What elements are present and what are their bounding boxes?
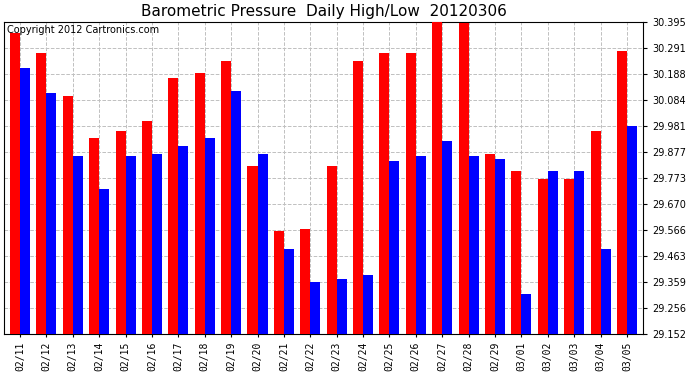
Bar — [485, 153, 495, 334]
Bar — [248, 166, 257, 334]
Bar — [406, 53, 416, 334]
Bar — [274, 231, 284, 334]
Bar — [380, 53, 389, 334]
Bar — [99, 189, 109, 334]
Bar — [300, 229, 310, 334]
Bar — [72, 156, 83, 334]
Bar — [89, 138, 99, 334]
Bar — [284, 249, 294, 334]
Bar — [126, 156, 136, 334]
Bar — [522, 294, 531, 334]
Bar — [511, 171, 522, 334]
Bar — [37, 53, 46, 334]
Bar — [538, 178, 548, 334]
Bar — [152, 153, 162, 334]
Text: Copyright 2012 Cartronics.com: Copyright 2012 Cartronics.com — [8, 25, 159, 35]
Title: Barometric Pressure  Daily High/Low  20120306: Barometric Pressure Daily High/Low 20120… — [141, 4, 506, 19]
Bar — [46, 93, 57, 334]
Bar — [168, 78, 178, 334]
Bar — [432, 22, 442, 334]
Bar — [416, 156, 426, 334]
Bar — [221, 61, 231, 334]
Bar — [10, 33, 20, 334]
Bar — [469, 156, 479, 334]
Bar — [326, 166, 337, 334]
Bar — [574, 171, 584, 334]
Bar — [564, 178, 574, 334]
Bar — [600, 249, 611, 334]
Bar — [627, 126, 637, 334]
Bar — [178, 146, 188, 334]
Bar — [442, 141, 452, 334]
Bar — [363, 275, 373, 334]
Bar — [310, 282, 320, 334]
Bar — [459, 23, 469, 334]
Bar — [548, 171, 558, 334]
Bar — [617, 51, 627, 334]
Bar — [495, 159, 505, 334]
Bar — [142, 121, 152, 334]
Bar — [389, 161, 400, 334]
Bar — [115, 131, 126, 334]
Bar — [257, 153, 268, 334]
Bar — [205, 138, 215, 334]
Bar — [20, 68, 30, 334]
Bar — [231, 91, 241, 334]
Bar — [591, 131, 600, 334]
Bar — [337, 279, 346, 334]
Bar — [353, 61, 363, 334]
Bar — [63, 96, 72, 334]
Bar — [195, 73, 205, 334]
